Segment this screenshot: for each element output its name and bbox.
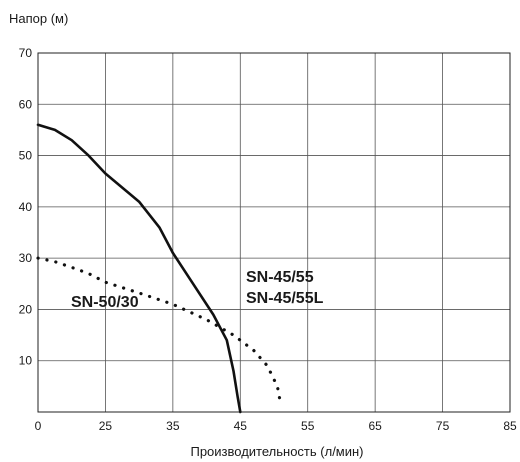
x-tick-label: 55 (301, 419, 315, 433)
series-label: SN-45/55 (246, 269, 314, 286)
x-axis-ticks: 0 25 35 45 55 65 75 85 (35, 419, 517, 433)
series-line-dotted (36, 256, 283, 406)
chart-grid (38, 53, 510, 412)
y-tick-label: 50 (19, 149, 33, 163)
x-tick-label: 0 (35, 419, 42, 433)
y-axis-ticks: 10 20 30 40 50 60 70 (19, 46, 33, 368)
y-tick-label: 40 (19, 200, 33, 214)
x-tick-label: 45 (234, 419, 248, 433)
x-tick-label: 65 (368, 419, 382, 433)
x-tick-label: 85 (503, 419, 517, 433)
y-axis-label: Напор (м) (9, 11, 68, 26)
series-line-solid (36, 123, 242, 414)
series-label: SN-50/30 (71, 294, 139, 311)
y-tick-label: 60 (19, 97, 33, 111)
y-tick-label: 10 (19, 354, 33, 368)
series-labels: SN-45/55 SN-45/55L SN-50/30 (71, 269, 324, 311)
y-tick-label: 70 (19, 46, 33, 60)
y-tick-label: 30 (19, 251, 33, 265)
x-tick-label: 25 (99, 419, 113, 433)
chart-series (36, 123, 283, 414)
series-label: SN-45/55L (246, 290, 324, 307)
x-tick-label: 75 (436, 419, 450, 433)
plot-frame (37, 52, 511, 413)
x-tick-label: 35 (166, 419, 180, 433)
y-tick-label: 20 (19, 302, 33, 316)
x-axis-label: Производительность (л/мин) (190, 444, 363, 459)
